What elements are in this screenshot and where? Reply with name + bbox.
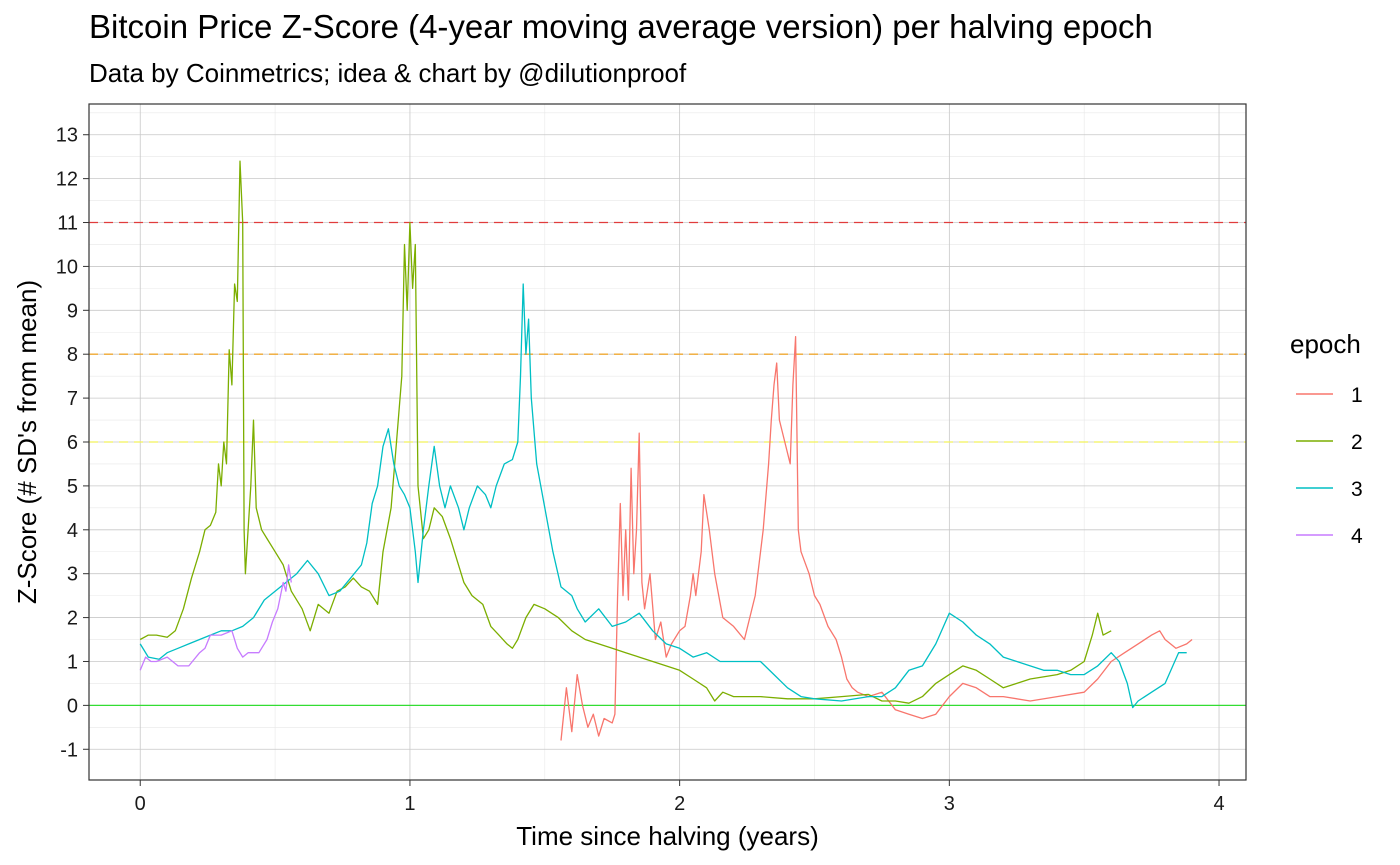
- y-tick-label: 8: [67, 344, 78, 366]
- series-line-epoch-3: [139, 283, 1187, 709]
- legend-label-epoch-1: 1: [1351, 384, 1363, 407]
- x-axis-title: Time since halving (years): [516, 821, 818, 851]
- legend-label-epoch-3: 3: [1351, 478, 1363, 501]
- x-tick-label: 1: [404, 793, 415, 815]
- y-tick-label: -1: [60, 739, 78, 761]
- y-tick-label: 12: [56, 169, 78, 191]
- legend: epoch 1 2 3 4: [1290, 329, 1363, 548]
- chart-subtitle: Data by Coinmetrics; idea & chart by @di…: [89, 58, 687, 88]
- reference-lines: [89, 221, 1246, 707]
- y-axis-title: Z-Score (# SD's from mean): [12, 280, 42, 604]
- series-line-epoch-1: [560, 335, 1193, 741]
- y-tick-label: 5: [67, 476, 78, 498]
- x-tick-label: 4: [1213, 793, 1224, 815]
- y-tick-label: 6: [67, 432, 78, 454]
- y-tick-label: 7: [67, 388, 78, 410]
- series-line-epoch-2: [139, 160, 1112, 704]
- series-lines: [139, 160, 1193, 741]
- series-line-epoch-4: [139, 564, 292, 671]
- y-tick-label: 13: [56, 125, 78, 147]
- chart-title: Bitcoin Price Z-Score (4-year moving ave…: [89, 8, 1153, 45]
- y-tick-label: 0: [67, 695, 78, 717]
- legend-label-epoch-2: 2: [1351, 431, 1363, 454]
- legend-title: epoch: [1290, 329, 1361, 359]
- y-tick-label: 11: [57, 213, 78, 235]
- y-tick-label: 9: [67, 300, 78, 322]
- y-tick-label: 1: [67, 651, 78, 673]
- x-tick-label: 0: [135, 793, 146, 815]
- y-tick-label: 2: [67, 608, 78, 630]
- y-tick-label: 10: [56, 256, 78, 278]
- legend-label-epoch-4: 4: [1351, 525, 1363, 548]
- y-tick-label: 4: [67, 520, 78, 542]
- y-tick-label: 3: [67, 564, 78, 586]
- x-tick-label: 3: [944, 793, 955, 815]
- x-tick-label: 2: [674, 793, 685, 815]
